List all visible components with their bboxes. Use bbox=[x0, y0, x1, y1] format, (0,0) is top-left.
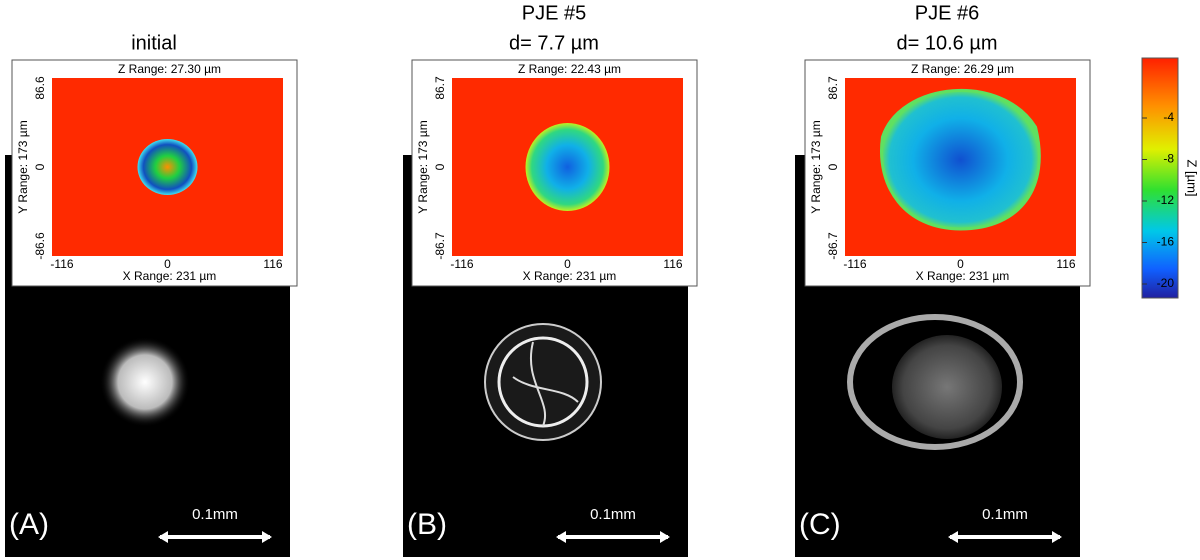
y-tick-label: 0 bbox=[433, 163, 447, 170]
colorbar-tick-label: -20 bbox=[1157, 276, 1175, 290]
panel-label: (C) bbox=[799, 508, 841, 541]
z-range: Z Range: 26.29 µm bbox=[911, 62, 1014, 76]
height-map-feature bbox=[525, 123, 610, 211]
scale-label: 0.1mm bbox=[590, 506, 636, 523]
colorbar-label: Z [µm] bbox=[1185, 159, 1200, 196]
panel-title: initial bbox=[131, 32, 177, 54]
y-tick-label: 86.7 bbox=[826, 76, 840, 100]
x-tick-label: 116 bbox=[663, 257, 682, 271]
colorbar-tick-label: -4 bbox=[1163, 110, 1174, 124]
micrograph-feature bbox=[100, 337, 190, 427]
x-tick-label: -116 bbox=[843, 257, 866, 271]
crater bbox=[137, 139, 198, 195]
crater bbox=[525, 123, 610, 211]
y-tick-label: 86.7 bbox=[433, 76, 447, 100]
x-tick-label: 0 bbox=[164, 257, 171, 271]
z-range: Z Range: 22.43 µm bbox=[518, 62, 621, 76]
colorbar-tick-label: -8 bbox=[1163, 152, 1174, 166]
x-tick-label: 0 bbox=[957, 257, 964, 271]
scale-label: 0.1mm bbox=[982, 506, 1028, 523]
colorbar-tick-label: -12 bbox=[1157, 193, 1175, 207]
y-range: Y Range: 173 µm bbox=[809, 120, 823, 213]
y-tick-label: 86.6 bbox=[33, 76, 47, 100]
x-tick-label: 116 bbox=[263, 257, 282, 271]
y-range: Y Range: 173 µm bbox=[16, 120, 30, 213]
height-map-feature bbox=[880, 88, 1041, 231]
colorbar-tick-label: -16 bbox=[1157, 235, 1175, 249]
micrograph-feature bbox=[484, 323, 602, 441]
x-range: X Range: 231 µm bbox=[916, 269, 1010, 283]
y-tick-label: -86.7 bbox=[433, 232, 447, 260]
panel-title: PJE #6 bbox=[915, 2, 979, 24]
panel-label: (B) bbox=[407, 508, 447, 541]
x-tick-label: -116 bbox=[50, 257, 73, 271]
y-tick-label: -86.7 bbox=[826, 232, 840, 260]
crater bbox=[880, 88, 1041, 231]
y-tick-label: -86.6 bbox=[33, 232, 47, 260]
x-tick-label: 116 bbox=[1056, 257, 1075, 271]
ridge bbox=[512, 341, 579, 427]
colorbar bbox=[1141, 57, 1179, 299]
ring bbox=[847, 314, 1023, 450]
spot bbox=[892, 335, 1002, 439]
panel-label: (A) bbox=[9, 508, 49, 541]
panel-title: PJE #5 bbox=[522, 2, 586, 24]
y-tick-label: 0 bbox=[33, 163, 47, 170]
x-tick-label: -116 bbox=[450, 257, 473, 271]
z-range: Z Range: 27.30 µm bbox=[118, 62, 221, 76]
scale-label: 0.1mm bbox=[192, 506, 238, 523]
micrograph-feature bbox=[847, 314, 1023, 450]
height-map-feature bbox=[137, 139, 198, 195]
spot bbox=[100, 337, 190, 427]
y-tick-label: 0 bbox=[826, 163, 840, 170]
x-tick-label: 0 bbox=[564, 257, 571, 271]
y-range: Y Range: 173 µm bbox=[416, 120, 430, 213]
x-range: X Range: 231 µm bbox=[523, 269, 617, 283]
panel-title: d= 10.6 µm bbox=[896, 32, 997, 54]
x-range: X Range: 231 µm bbox=[123, 269, 217, 283]
panel-title: d= 7.7 µm bbox=[509, 32, 599, 54]
ring bbox=[484, 323, 602, 441]
